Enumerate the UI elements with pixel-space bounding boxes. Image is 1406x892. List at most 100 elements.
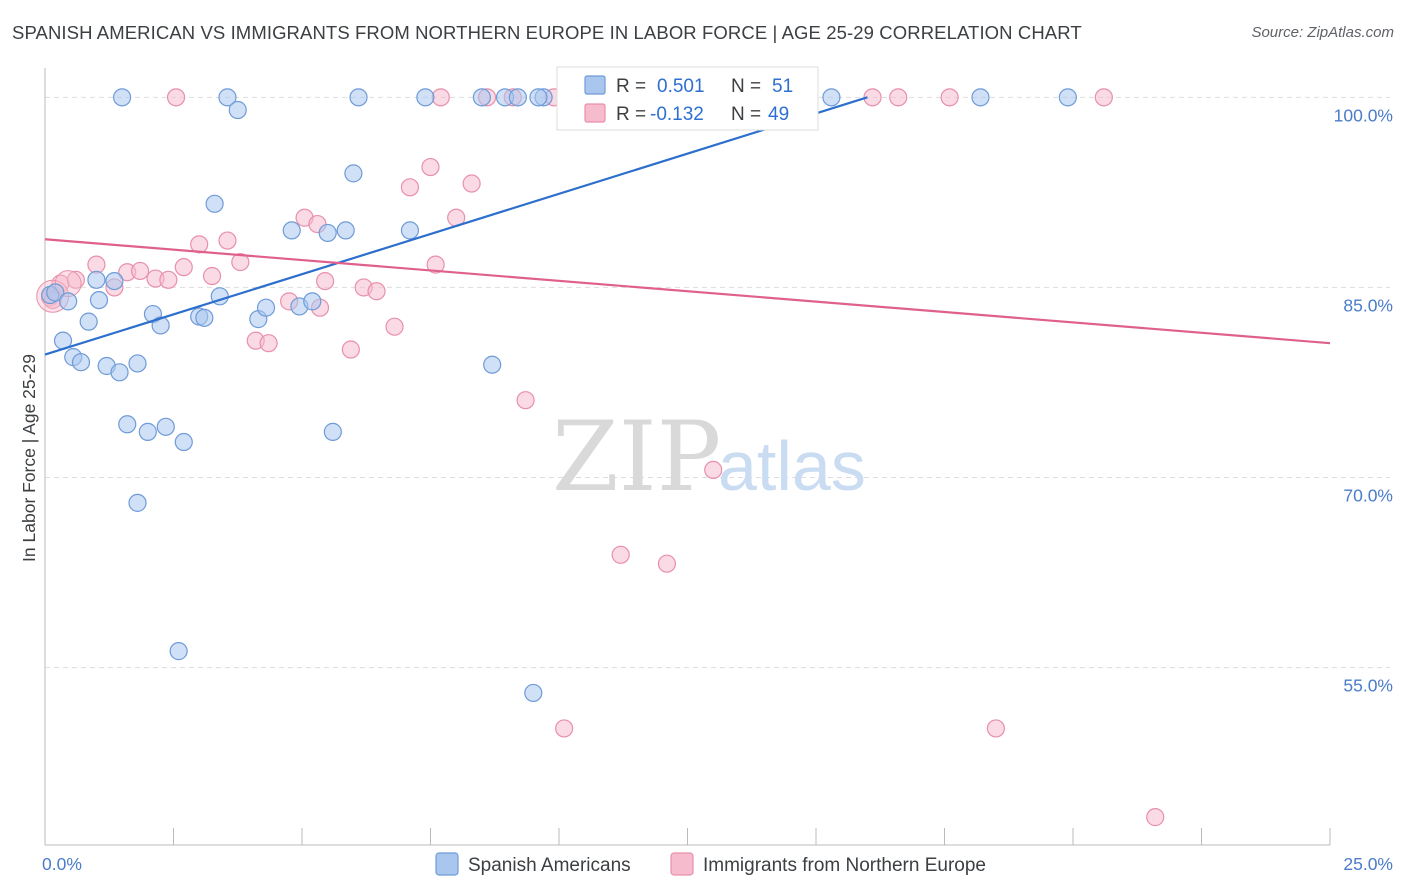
legend-n-label-pink: N = xyxy=(731,104,761,125)
legend-r-label-pink: R = xyxy=(616,104,646,125)
x-tick-label-0: 0.0% xyxy=(42,854,82,874)
point-northern-europe-42 xyxy=(1094,88,1113,107)
x-tick-label-1: 25.0% xyxy=(1343,854,1393,874)
point-spanish-americans-23 xyxy=(205,194,224,213)
y-tick-label-0: 100.0% xyxy=(1334,105,1393,125)
point-spanish-americans-3 xyxy=(59,292,78,311)
point-spanish-americans-15 xyxy=(138,422,157,441)
point-spanish-americans-22 xyxy=(195,308,214,327)
point-spanish-americans-14 xyxy=(128,354,147,373)
legend-n-value-blue: 51 xyxy=(772,76,793,97)
point-northern-europe-8 xyxy=(159,270,178,289)
gridlines xyxy=(45,96,1390,669)
trend-lines xyxy=(44,96,1331,356)
point-northern-europe-48 xyxy=(166,88,186,107)
stats-legend: R = 0.501 N = 51 R = -0.132 N = 49 xyxy=(556,66,819,131)
point-northern-europe-25 xyxy=(400,178,420,197)
bottom-legend: Spanish Americans Immigrants from Northe… xyxy=(435,852,986,876)
point-spanish-americans-26 xyxy=(228,100,247,120)
point-spanish-americans-6 xyxy=(79,312,98,331)
y-tick-label-1: 85.0% xyxy=(1343,295,1393,315)
series-spanish-americans-points xyxy=(41,88,1077,703)
series-northern-europe-points xyxy=(36,88,1165,827)
point-spanish-americans-48 xyxy=(1058,88,1077,107)
point-spanish-americans-7 xyxy=(87,270,106,289)
point-northern-europe-21 xyxy=(341,340,360,359)
bottom-legend-label-spanish-americans: Spanish Americans xyxy=(468,855,631,876)
point-spanish-americans-46 xyxy=(822,88,841,107)
point-northern-europe-20 xyxy=(316,271,335,291)
point-northern-europe-43 xyxy=(1146,808,1165,827)
legend-swatch-blue xyxy=(584,75,606,95)
point-spanish-americans-18 xyxy=(156,417,175,436)
trend-line-spanish-americans xyxy=(44,96,868,356)
point-northern-europe-9 xyxy=(174,258,193,277)
point-spanish-americans-36 xyxy=(349,88,368,107)
legend-swatch-pink xyxy=(584,103,606,123)
point-spanish-americans-5 xyxy=(71,353,91,372)
point-northern-europe-13 xyxy=(231,252,250,272)
point-spanish-americans-1 xyxy=(46,283,65,302)
point-spanish-americans-50 xyxy=(529,88,548,107)
axes xyxy=(44,68,1331,846)
point-northern-europe-15 xyxy=(259,334,278,353)
y-tick-label-3: 55.0% xyxy=(1343,676,1393,696)
point-spanish-americans-35 xyxy=(344,164,363,183)
point-spanish-americans-28 xyxy=(256,298,276,317)
zipatlas-watermark: ZIP atlas xyxy=(552,401,866,513)
point-spanish-americans-33 xyxy=(323,422,342,441)
legend-n-label-blue: N = xyxy=(731,76,761,97)
bottom-legend-swatch-northern-europe xyxy=(670,852,694,876)
source-label: Source: ZipAtlas.com xyxy=(1251,24,1394,41)
point-spanish-americans-8 xyxy=(89,290,109,310)
point-spanish-americans-38 xyxy=(416,88,435,107)
watermark-zip: ZIP xyxy=(552,401,721,513)
point-northern-europe-35 xyxy=(611,545,630,564)
point-northern-europe-11 xyxy=(202,266,222,286)
point-northern-europe-36 xyxy=(657,554,677,573)
point-spanish-americans-12 xyxy=(118,415,137,434)
point-spanish-americans-40 xyxy=(483,355,502,374)
point-northern-europe-41 xyxy=(986,719,1006,738)
point-northern-europe-26 xyxy=(421,157,440,177)
point-northern-europe-40 xyxy=(940,88,959,107)
point-northern-europe-28 xyxy=(431,88,450,107)
point-spanish-americans-31 xyxy=(303,292,322,311)
point-spanish-americans-20 xyxy=(174,432,193,452)
point-spanish-americans-10 xyxy=(105,271,124,291)
point-northern-europe-24 xyxy=(385,317,404,336)
legend-r-label-blue: R = xyxy=(616,76,646,97)
point-spanish-americans-19 xyxy=(169,642,188,661)
bottom-legend-swatch-spanish-americans xyxy=(435,852,459,876)
point-spanish-americans-43 xyxy=(524,683,543,703)
point-spanish-americans-17 xyxy=(151,316,170,335)
point-northern-europe-6 xyxy=(130,261,150,281)
point-spanish-americans-47 xyxy=(971,88,990,107)
point-spanish-americans-29 xyxy=(282,221,301,240)
point-northern-europe-37 xyxy=(704,460,723,480)
y-axis-title: In Labor Force | Age 25-29 xyxy=(19,354,39,562)
point-northern-europe-39 xyxy=(889,88,908,107)
trend-line-northern-europe xyxy=(44,238,1331,345)
point-northern-europe-12 xyxy=(218,231,237,250)
point-spanish-americans-25 xyxy=(218,88,237,107)
tick-labels: 100.0% 85.0% 70.0% 55.0% 0.0% 25.0% xyxy=(42,105,1393,874)
point-spanish-americans-32 xyxy=(318,223,337,243)
point-northern-europe-3 xyxy=(87,255,106,274)
point-northern-europe-34 xyxy=(555,719,574,738)
point-spanish-americans-37 xyxy=(400,221,420,240)
point-northern-europe-30 xyxy=(462,174,481,193)
legend-n-value-pink: 49 xyxy=(768,104,789,125)
watermark-atlas: atlas xyxy=(718,427,866,505)
point-spanish-americans-11 xyxy=(110,363,129,382)
y-tick-label-2: 70.0% xyxy=(1343,486,1393,506)
point-spanish-americans-13 xyxy=(128,493,147,512)
point-spanish-americans-39 xyxy=(472,88,491,107)
legend-r-value-pink: -0.132 xyxy=(650,104,704,125)
point-spanish-americans-42 xyxy=(508,88,527,107)
legend-r-value-blue: 0.501 xyxy=(657,76,705,97)
chart-title: SPANISH AMERICAN VS IMMIGRANTS FROM NORT… xyxy=(12,22,1082,43)
point-northern-europe-2 xyxy=(66,270,85,289)
point-northern-europe-23 xyxy=(367,282,386,301)
